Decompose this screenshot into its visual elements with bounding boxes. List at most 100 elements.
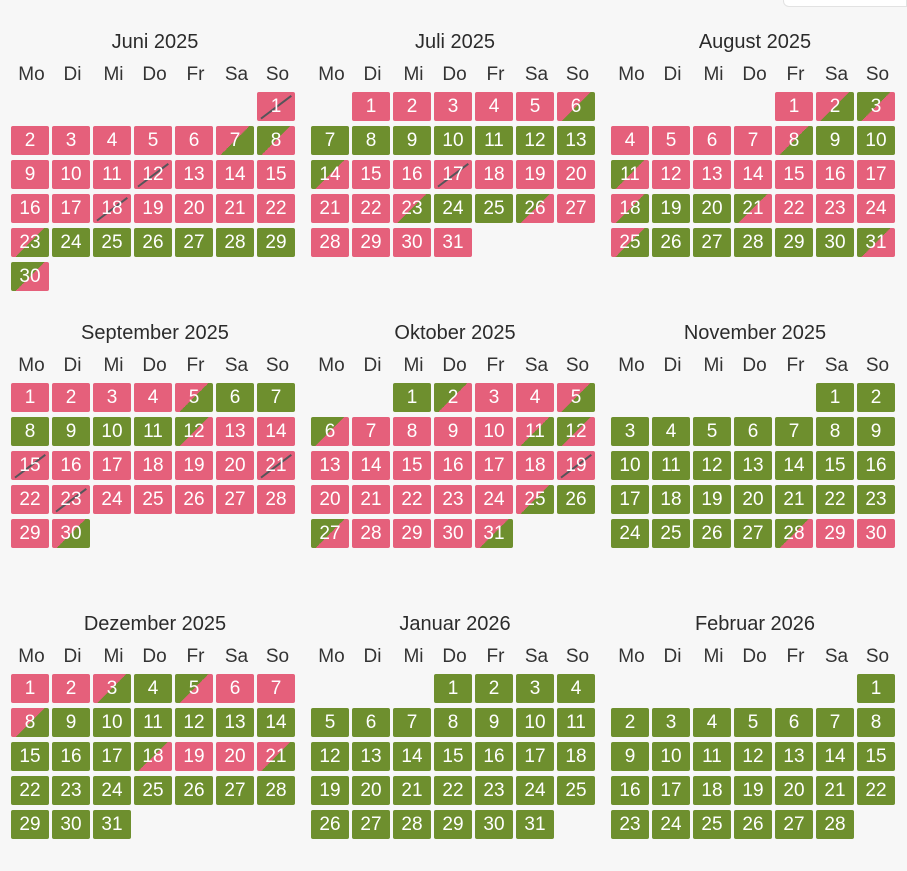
day-cell[interactable]: 6 — [175, 126, 213, 155]
day-cell[interactable]: 18 — [693, 776, 731, 805]
day-cell[interactable]: 28 — [352, 519, 390, 548]
day-cell[interactable]: 7 — [393, 708, 431, 737]
day-cell[interactable]: 10 — [434, 126, 472, 155]
day-cell[interactable]: 29 — [11, 519, 49, 548]
day-cell[interactable]: 24 — [93, 776, 131, 805]
day-cell[interactable]: 16 — [857, 451, 895, 480]
day-cell[interactable]: 29 — [352, 228, 390, 257]
day-cell[interactable]: 24 — [611, 519, 649, 548]
day-cell[interactable]: 27 — [557, 194, 595, 223]
day-cell[interactable]: 24 — [516, 776, 554, 805]
day-cell[interactable]: 17 — [611, 485, 649, 514]
day-cell[interactable]: 4 — [134, 383, 172, 412]
day-cell[interactable]: 20 — [216, 742, 254, 771]
day-cell[interactable]: 12 — [175, 708, 213, 737]
day-cell[interactable]: 5 — [175, 674, 213, 703]
day-cell[interactable]: 18 — [134, 742, 172, 771]
day-cell[interactable]: 17 — [516, 742, 554, 771]
day-cell[interactable]: 19 — [134, 194, 172, 223]
day-cell[interactable]: 4 — [557, 674, 595, 703]
day-cell[interactable]: 14 — [257, 708, 295, 737]
day-cell[interactable]: 24 — [93, 485, 131, 514]
day-cell[interactable]: 26 — [557, 485, 595, 514]
day-cell[interactable]: 23 — [611, 810, 649, 839]
day-cell[interactable]: 6 — [557, 92, 595, 121]
day-cell[interactable]: 31 — [857, 228, 895, 257]
day-cell[interactable]: 8 — [857, 708, 895, 737]
day-cell[interactable]: 9 — [11, 160, 49, 189]
day-cell[interactable]: 28 — [257, 485, 295, 514]
day-cell[interactable]: 24 — [475, 485, 513, 514]
day-cell[interactable]: 15 — [352, 160, 390, 189]
day-cell[interactable]: 23 — [52, 776, 90, 805]
day-cell[interactable]: 2 — [857, 383, 895, 412]
day-cell[interactable]: 13 — [311, 451, 349, 480]
day-cell[interactable]: 15 — [775, 160, 813, 189]
day-cell[interactable]: 15 — [857, 742, 895, 771]
day-cell[interactable]: 28 — [216, 228, 254, 257]
day-cell[interactable]: 30 — [11, 262, 49, 291]
day-cell[interactable]: 11 — [134, 708, 172, 737]
day-cell[interactable]: 25 — [693, 810, 731, 839]
day-cell[interactable]: 18 — [611, 194, 649, 223]
day-cell[interactable]: 28 — [775, 519, 813, 548]
day-cell[interactable]: 19 — [693, 485, 731, 514]
day-cell[interactable]: 7 — [352, 417, 390, 446]
day-cell[interactable]: 26 — [134, 228, 172, 257]
day-cell[interactable]: 9 — [393, 126, 431, 155]
day-cell[interactable]: 25 — [475, 194, 513, 223]
day-cell[interactable]: 13 — [175, 160, 213, 189]
day-cell[interactable]: 11 — [516, 417, 554, 446]
day-cell[interactable]: 8 — [775, 126, 813, 155]
day-cell[interactable]: 17 — [475, 451, 513, 480]
day-cell[interactable]: 16 — [816, 160, 854, 189]
day-cell[interactable]: 28 — [311, 228, 349, 257]
day-cell[interactable]: 19 — [175, 742, 213, 771]
day-cell[interactable]: 11 — [134, 417, 172, 446]
day-cell[interactable]: 29 — [257, 228, 295, 257]
day-cell[interactable]: 4 — [134, 674, 172, 703]
day-cell[interactable]: 21 — [257, 742, 295, 771]
day-cell[interactable]: 1 — [352, 92, 390, 121]
day-cell[interactable]: 27 — [775, 810, 813, 839]
day-cell[interactable]: 10 — [52, 160, 90, 189]
day-cell[interactable]: 9 — [52, 708, 90, 737]
day-cell[interactable]: 8 — [816, 417, 854, 446]
day-cell[interactable]: 23 — [434, 485, 472, 514]
day-cell[interactable]: 12 — [516, 126, 554, 155]
day-cell[interactable]: 26 — [734, 810, 772, 839]
day-cell[interactable]: 19 — [516, 160, 554, 189]
day-cell[interactable]: 7 — [257, 674, 295, 703]
day-cell[interactable]: 31 — [516, 810, 554, 839]
day-cell[interactable]: 23 — [857, 485, 895, 514]
day-cell[interactable]: 13 — [216, 708, 254, 737]
day-cell[interactable]: 26 — [652, 228, 690, 257]
day-cell[interactable]: 8 — [11, 708, 49, 737]
day-cell[interactable]: 12 — [175, 417, 213, 446]
day-cell[interactable]: 5 — [557, 383, 595, 412]
day-cell[interactable]: 12 — [134, 160, 172, 189]
day-cell[interactable]: 14 — [352, 451, 390, 480]
day-cell[interactable]: 27 — [352, 810, 390, 839]
day-cell[interactable]: 27 — [311, 519, 349, 548]
day-cell[interactable]: 18 — [516, 451, 554, 480]
day-cell[interactable]: 25 — [134, 485, 172, 514]
day-cell[interactable]: 1 — [11, 383, 49, 412]
day-cell[interactable]: 8 — [393, 417, 431, 446]
day-cell[interactable]: 10 — [857, 126, 895, 155]
day-cell[interactable]: 19 — [175, 451, 213, 480]
day-cell[interactable]: 16 — [11, 194, 49, 223]
day-cell[interactable]: 8 — [434, 708, 472, 737]
day-cell[interactable]: 21 — [352, 485, 390, 514]
day-cell[interactable]: 22 — [11, 776, 49, 805]
day-cell[interactable]: 16 — [52, 451, 90, 480]
day-cell[interactable]: 20 — [693, 194, 731, 223]
day-cell[interactable]: 13 — [557, 126, 595, 155]
day-cell[interactable]: 30 — [475, 810, 513, 839]
day-cell[interactable]: 5 — [134, 126, 172, 155]
day-cell[interactable]: 28 — [393, 810, 431, 839]
day-cell[interactable]: 21 — [216, 194, 254, 223]
day-cell[interactable]: 17 — [434, 160, 472, 189]
day-cell[interactable]: 22 — [816, 485, 854, 514]
day-cell[interactable]: 10 — [475, 417, 513, 446]
